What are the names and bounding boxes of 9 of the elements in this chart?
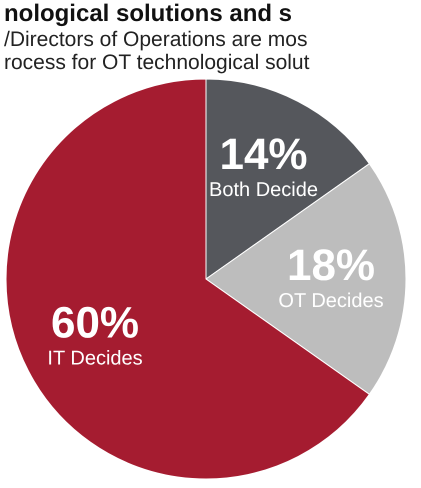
slice-label: IT Decides (47, 348, 143, 370)
chart-title: nological solutions and s (4, 0, 292, 27)
data-label: 60% (50, 298, 140, 348)
text: /Directors of Operations are mos (4, 28, 308, 51)
slice-label: OT Decides (278, 290, 384, 312)
data-label: 18% (286, 241, 376, 290)
text: rocess for OT technological solut (4, 51, 310, 74)
slice-label: Both Decide (209, 179, 318, 202)
data-label: 14% (219, 130, 308, 180)
